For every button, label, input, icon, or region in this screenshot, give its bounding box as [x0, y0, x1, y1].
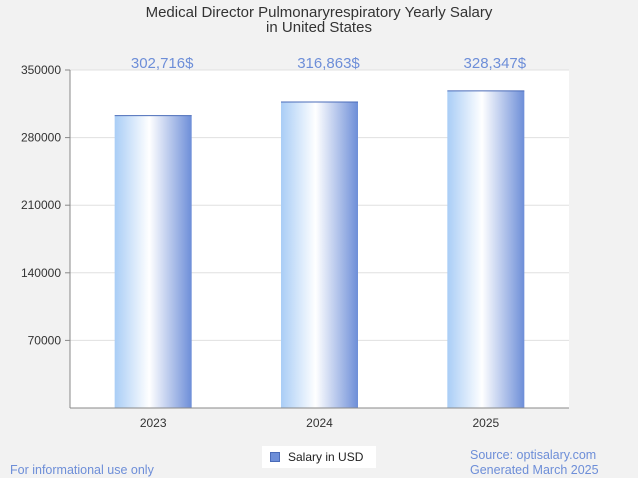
y-tick-label: 70000: [28, 333, 62, 347]
chart-title-line-1: Medical Director Pulmonaryrespiratory Ye…: [145, 4, 493, 21]
source-link[interactable]: Source: optisalary.com: [470, 448, 597, 462]
bar-2024: [281, 102, 358, 408]
y-tick-label: 140000: [21, 266, 61, 280]
x-tick-label: 2024: [306, 416, 333, 430]
generated-date: Generated March 2025: [470, 463, 599, 477]
bar-2023: [114, 115, 192, 408]
y-tick-label: 210000: [21, 198, 61, 212]
chart-title-line-2: in United States: [266, 19, 372, 36]
bar-2025: [447, 90, 525, 408]
data-label: 316,863$: [297, 55, 360, 72]
legend-label: Salary in USD: [288, 450, 364, 464]
data-label: 328,347$: [464, 55, 527, 72]
y-tick-label: 350000: [21, 63, 61, 77]
legend: Salary in USD: [262, 446, 376, 468]
y-tick-label: 280000: [21, 131, 61, 145]
x-tick-label: 2025: [472, 416, 499, 430]
legend-swatch-icon: [270, 452, 280, 462]
disclaimer-text: For informational use only: [10, 463, 154, 477]
data-label: 302,716$: [131, 55, 194, 72]
x-tick-label: 2023: [140, 416, 167, 430]
